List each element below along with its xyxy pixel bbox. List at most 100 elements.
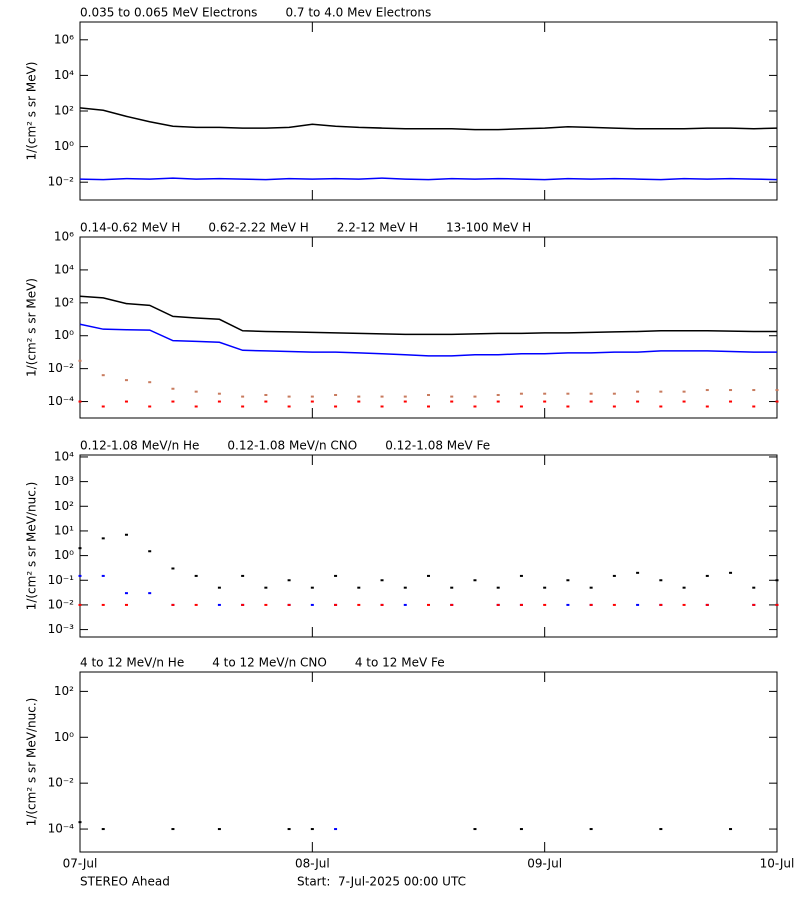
x-tick-label: 09-Jul	[527, 857, 562, 871]
y-axis-label: 1/(cm² s sr MeV/nuc.)	[25, 698, 39, 827]
legend-entry: 4 to 12 MeV/n CNO	[212, 656, 327, 670]
y-tick-label: 10²	[54, 295, 74, 309]
data-point	[775, 389, 779, 392]
data-point	[427, 574, 430, 577]
data-point	[357, 395, 361, 398]
data-point	[589, 586, 593, 589]
data-point	[729, 389, 733, 392]
y-tick-label: 10⁻¹	[48, 573, 75, 587]
data-point	[241, 395, 245, 398]
data-point	[310, 828, 314, 831]
data-point	[241, 405, 245, 408]
data-point	[450, 400, 454, 403]
data-point	[519, 828, 523, 831]
data-point	[636, 571, 640, 574]
y-tick-label: 10⁰	[54, 730, 74, 744]
data-point	[612, 392, 616, 395]
data-point	[659, 579, 663, 582]
y-tick-label: 10⁻²	[48, 175, 75, 189]
data-point	[636, 390, 640, 393]
legend-entry: 0.7 to 4.0 Mev Electrons	[285, 6, 431, 20]
legend-entry: 13-100 MeV H	[446, 221, 531, 235]
data-point	[264, 586, 268, 589]
data-point	[589, 828, 593, 831]
x-tick-label: 08-Jul	[295, 857, 330, 871]
data-point	[124, 533, 128, 536]
data-point	[427, 405, 430, 408]
data-point	[171, 400, 175, 403]
data-point	[775, 579, 779, 582]
data-point	[124, 400, 128, 403]
data-point	[101, 374, 105, 377]
data-point	[194, 390, 198, 393]
data-point	[124, 592, 128, 595]
data-point	[473, 579, 477, 582]
y-axis-label: 1/(cm² s sr MeV)	[25, 62, 39, 161]
data-point	[682, 390, 686, 393]
data-point	[705, 389, 709, 392]
data-point	[194, 603, 198, 606]
x-tick-label: 07-Jul	[63, 857, 98, 871]
data-point	[729, 400, 733, 403]
data-point	[473, 828, 477, 831]
data-point	[519, 405, 523, 408]
data-point	[636, 400, 640, 403]
data-point	[473, 395, 477, 398]
data-point	[403, 586, 407, 589]
data-point	[148, 381, 152, 384]
plot-frame	[79, 21, 778, 201]
data-point	[543, 586, 547, 589]
y-tick-label: 10⁻²	[48, 597, 75, 611]
data-point	[543, 392, 547, 395]
y-tick-label: 10⁴	[54, 262, 74, 276]
y-tick-label: 10⁻⁴	[48, 394, 75, 408]
data-point	[612, 574, 616, 577]
legend-entry: 0.14-0.62 MeV H	[80, 221, 180, 235]
data-point	[705, 574, 709, 577]
footer-right: Start: 7-Jul-2025 00:00 UTC	[297, 875, 466, 889]
data-point	[659, 405, 663, 408]
y-tick-label: 10⁻²	[48, 361, 75, 375]
y-tick-label: 10⁴	[54, 449, 74, 463]
y-tick-label: 10²	[54, 499, 74, 513]
y-tick-label: 10²	[54, 104, 74, 118]
data-point	[101, 405, 105, 408]
y-tick-label: 10⁻⁴	[48, 822, 75, 836]
data-point	[543, 400, 547, 403]
data-point	[705, 405, 709, 408]
data-point	[403, 603, 407, 606]
data-point	[334, 828, 338, 831]
y-tick-label: 10⁶	[54, 230, 74, 244]
legend-entry: 0.12-1.08 MeV Fe	[385, 439, 490, 453]
legend-entry: 0.035 to 0.065 MeV Electrons	[80, 6, 257, 20]
data-point	[380, 603, 384, 606]
data-point	[729, 571, 733, 574]
data-point	[124, 379, 128, 382]
data-point	[78, 400, 82, 403]
data-point	[357, 603, 361, 606]
data-point	[217, 400, 221, 403]
data-point	[334, 603, 338, 606]
data-point	[78, 359, 82, 362]
data-point	[194, 574, 198, 577]
data-point	[287, 579, 291, 582]
data-point	[287, 395, 291, 398]
data-point	[334, 405, 338, 408]
y-tick-label: 10⁰	[54, 139, 74, 153]
data-point	[334, 393, 338, 396]
data-point	[519, 392, 523, 395]
data-point	[124, 603, 128, 606]
data-point	[589, 603, 593, 606]
data-point	[148, 592, 152, 595]
y-tick-label: 10²	[54, 684, 74, 698]
data-point	[659, 603, 663, 606]
data-point	[543, 603, 547, 606]
data-point	[682, 586, 686, 589]
data-point	[612, 603, 616, 606]
data-point	[78, 547, 82, 550]
data-point	[264, 400, 268, 403]
data-point	[264, 603, 268, 606]
plot-frame	[79, 671, 778, 853]
data-point	[194, 405, 198, 408]
